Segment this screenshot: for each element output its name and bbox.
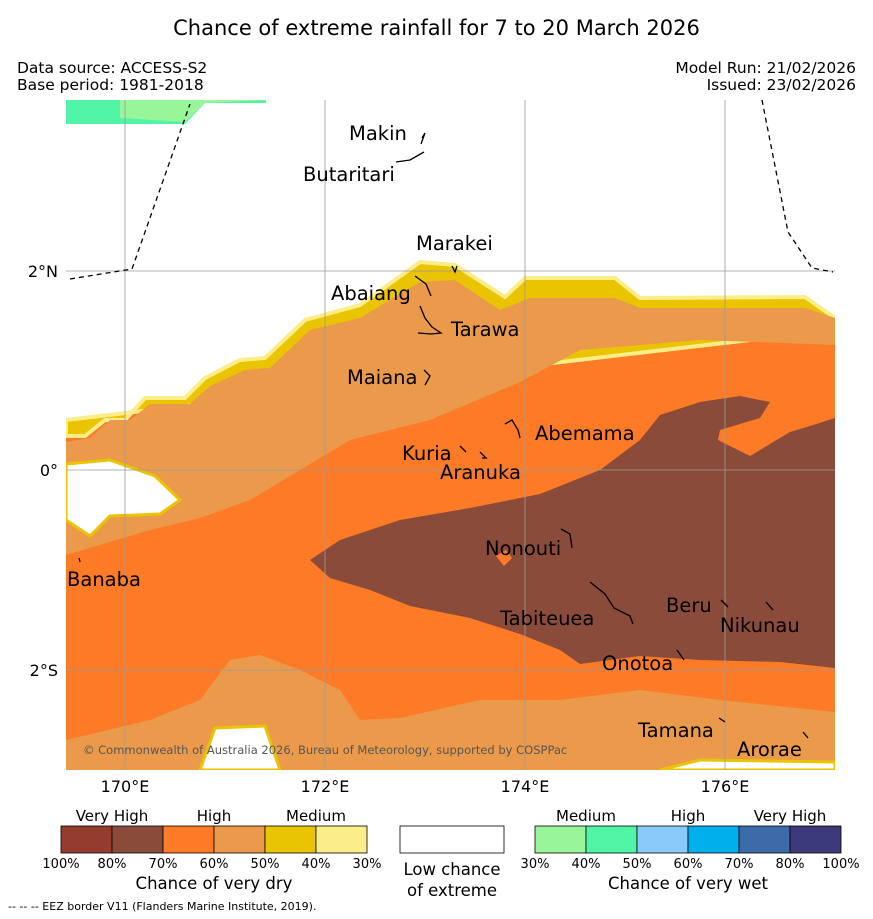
legend-wet-swatch bbox=[534, 825, 587, 854]
legend-dry-swatch bbox=[111, 825, 164, 854]
legend-wet-caption: Chance of very wet bbox=[608, 874, 769, 893]
legend-dry-tick: 30% bbox=[353, 857, 382, 872]
legend-dry-swatch bbox=[264, 825, 317, 854]
legend-low-swatch bbox=[399, 825, 505, 854]
legend-wet-swatch bbox=[738, 825, 791, 854]
contour-30-40-wet bbox=[120, 100, 266, 122]
eez-footnote: -- -- -- EEZ border V11 (Flanders Marine… bbox=[8, 900, 317, 913]
axis-labels: 170°E 172°E 174°E 176°E 2°N 0° 2°S bbox=[28, 262, 749, 796]
legend-dry-tick: 70% bbox=[149, 857, 178, 872]
lon-tick: 176°E bbox=[701, 777, 750, 796]
island-label-banaba: Banaba bbox=[67, 568, 141, 591]
island-label-tamana: Tamana bbox=[637, 719, 714, 742]
legend-low-caption-2: of extreme bbox=[407, 881, 497, 900]
legend-wet-tick: 70% bbox=[725, 857, 754, 872]
lon-tick: 174°E bbox=[501, 777, 550, 796]
legend-wet-category: High bbox=[671, 807, 705, 825]
island-label-tabiteuea: Tabiteuea bbox=[499, 607, 594, 630]
low-chance-patch-south bbox=[198, 724, 282, 770]
eez-border bbox=[69, 99, 834, 280]
legend-dry-tick: 50% bbox=[251, 857, 280, 872]
legend-dry: Very High High Medium 100% 80% 70% 60% 5… bbox=[42, 807, 381, 893]
legend-wet-tick: 80% bbox=[776, 857, 805, 872]
legend-dry-category: Very High bbox=[76, 807, 149, 825]
legend-wet-tick: 100% bbox=[822, 857, 859, 872]
legend-wet-swatch bbox=[687, 825, 740, 854]
legend-dry-swatch bbox=[315, 825, 368, 854]
legend-dry-swatch bbox=[213, 825, 266, 854]
data-info: Data source: ACCESS-S2 Base period: 1981… bbox=[17, 60, 207, 94]
lon-tick: 172°E bbox=[301, 777, 350, 796]
lat-tick: 2°S bbox=[30, 661, 58, 680]
copyright-notice: © Commonwealth of Australia 2026, Bureau… bbox=[83, 743, 567, 757]
legend-wet-swatch bbox=[789, 825, 842, 854]
legend-wet-tick: 60% bbox=[674, 857, 703, 872]
island-label-nonouti: Nonouti bbox=[485, 537, 561, 560]
run-info: Model Run: 21/02/2026 Issued: 23/02/2026 bbox=[675, 60, 856, 94]
island-label-maiana: Maiana bbox=[347, 366, 417, 389]
legend-dry-tick: 100% bbox=[42, 857, 79, 872]
legend-dry-category: Medium bbox=[286, 807, 346, 825]
legend-dry-swatch bbox=[60, 825, 113, 854]
legend-dry-swatch bbox=[162, 825, 215, 854]
legend-dry-tick: 40% bbox=[302, 857, 331, 872]
island-label-tarawa: Tarawa bbox=[450, 318, 520, 341]
probability-contours bbox=[66, 100, 835, 770]
legend-dry-category: High bbox=[197, 807, 231, 825]
low-chance-area bbox=[66, 100, 835, 436]
legend-wet-tick: 50% bbox=[623, 857, 652, 872]
legend-wet-tick: 40% bbox=[572, 857, 601, 872]
contour-hole bbox=[496, 550, 512, 566]
legend-wet-tick: 30% bbox=[521, 857, 550, 872]
island-label-makin: Makin bbox=[349, 122, 407, 145]
island-label-nikunau: Nikunau bbox=[720, 614, 800, 637]
legend-wet-swatch bbox=[636, 825, 689, 854]
island-label-butaritari: Butaritari bbox=[303, 163, 395, 186]
issued-date: Issued: 23/02/2026 bbox=[706, 76, 856, 94]
legend-wet: Medium High Very High 30% 40% 50% 60% 70… bbox=[521, 807, 860, 893]
legend-wet-category: Medium bbox=[556, 807, 616, 825]
island-label-marakei: Marakei bbox=[416, 232, 493, 255]
island-label-arorae: Arorae bbox=[737, 738, 802, 761]
legend-dry-caption: Chance of very dry bbox=[136, 874, 293, 893]
island-label-aranuka: Aranuka bbox=[440, 461, 521, 484]
data-source: Data source: ACCESS-S2 bbox=[17, 59, 208, 77]
legend-dry-tick: 80% bbox=[98, 857, 127, 872]
model-run: Model Run: 21/02/2026 bbox=[675, 59, 856, 77]
lat-tick: 2°N bbox=[28, 262, 58, 281]
island-label-abaiang: Abaiang bbox=[331, 282, 411, 305]
legend-low-chance: Low chance of extreme bbox=[399, 825, 505, 900]
island-label-onotoa: Onotoa bbox=[602, 652, 673, 675]
graticule bbox=[66, 100, 835, 770]
legend-dry-tick: 60% bbox=[200, 857, 229, 872]
low-chance-patch-southeast bbox=[659, 758, 835, 770]
legend-low-caption-1: Low chance bbox=[403, 860, 500, 879]
lat-tick: 0° bbox=[40, 461, 58, 480]
base-period: Base period: 1981-2018 bbox=[17, 76, 204, 94]
lon-tick: 170°E bbox=[101, 777, 150, 796]
contour-70-80-dry bbox=[310, 396, 835, 668]
island-labels: Makin Butaritari Marakei Abaiang Tarawa … bbox=[67, 122, 802, 761]
contour-50-60-dry bbox=[66, 280, 835, 555]
legend-wet-swatch bbox=[585, 825, 638, 854]
legend-wet-category: Very High bbox=[754, 807, 827, 825]
island-label-abemama: Abemama bbox=[535, 422, 635, 445]
island-label-kuria: Kuria bbox=[402, 442, 452, 465]
map-title: Chance of extreme rainfall for 7 to 20 M… bbox=[173, 16, 700, 40]
island-label-beru: Beru bbox=[666, 594, 712, 617]
island-outlines bbox=[78, 132, 809, 739]
